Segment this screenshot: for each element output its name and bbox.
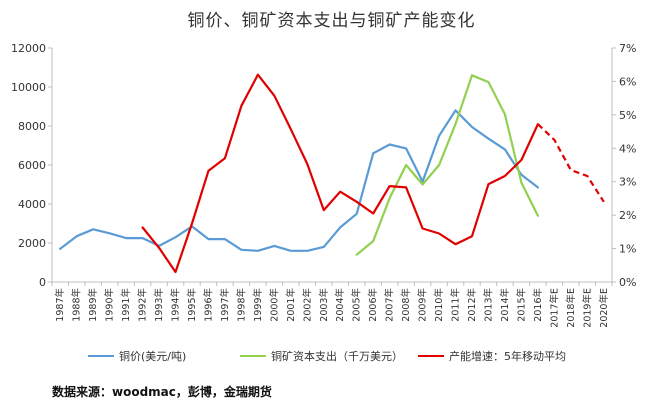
x-tick-label: 1999年 [252, 288, 264, 322]
y-right-tick-label: 5% [619, 109, 636, 122]
x-tick-label: 2020年E [598, 288, 610, 328]
x-tick-label: 2012年 [466, 288, 478, 322]
y-right-tick-label: 6% [619, 75, 636, 88]
y-left-tick-label: 10000 [11, 81, 46, 94]
x-tick-label: 2019年E [581, 288, 593, 328]
x-tick-label: 2013年 [482, 288, 494, 322]
x-tick-label: 1993年 [153, 288, 165, 322]
y-left-tick-label: 2000 [18, 237, 46, 250]
x-tick-label: 1992年 [137, 288, 149, 322]
series-line-capex [355, 74, 540, 256]
y-right-tick-label: 3% [619, 176, 636, 189]
y-right-tick-label: 7% [619, 42, 636, 55]
x-tick-label: 1997年 [219, 288, 231, 322]
y-right-tick-label: 1% [619, 243, 636, 256]
x-tick-label: 1996年 [202, 288, 214, 322]
x-tick-label: 2005年 [351, 288, 363, 322]
x-tick-label: 1987年 [54, 288, 66, 322]
series-line-capacity-growth [141, 73, 540, 274]
legend-label-capex: 铜矿资本支出（千万美元） [271, 350, 403, 363]
x-tick-label: 1991年 [120, 288, 132, 322]
y-right-tick-label: 2% [619, 209, 636, 222]
source-note: 数据来源：woodmac，彭博，金瑞期货 [52, 385, 272, 399]
x-tick-label: 1989年 [87, 288, 99, 322]
x-tick-label: 2007年 [384, 288, 396, 322]
chart-plot: 0 2000 4000 6000 8000 10000 12000 0% 1% 2% 3% 4% 5% 6… [11, 42, 636, 328]
x-tick-label: 2001年 [285, 288, 297, 322]
y-right-tick-label: 4% [619, 142, 636, 155]
legend-item-copper-price: 铜价(美元/吨) [88, 348, 186, 364]
legend-item-capacity-growth: 产能增速：5年移动平均 [418, 348, 566, 364]
y-left-tick-label: 12000 [11, 42, 46, 55]
series-line-capacity-growth-forecast [537, 123, 605, 203]
legend-item-capex: 铜矿资本支出（千万美元） [240, 348, 403, 364]
x-tick-label: 2003年 [318, 288, 330, 322]
x-tick-label: 2004年 [334, 288, 346, 322]
x-tick-label: 2016年 [532, 288, 544, 322]
x-tick-label: 2011年 [450, 288, 462, 322]
series-line-copper-price [59, 109, 540, 252]
x-tick-label: 2006年 [367, 288, 379, 322]
x-tick-label: 1990年 [104, 288, 116, 322]
x-tick-label: 2010年 [433, 288, 445, 322]
y-left-tick-label: 8000 [18, 120, 46, 133]
x-tick-label: 2017年E [548, 288, 560, 328]
x-tick-label: 2014年 [499, 288, 511, 322]
legend-swatch-capex [240, 355, 266, 357]
legend-label-copper-price: 铜价(美元/吨) [119, 350, 187, 363]
chart-title: 铜价、铜矿资本支出与铜矿产能变化 [187, 11, 476, 31]
x-tick-label: 1995年 [186, 288, 198, 322]
x-tick-label: 1988年 [71, 288, 83, 322]
x-tick-label: 2008年 [400, 288, 412, 322]
legend-label-capacity-growth: 产能增速：5年移动平均 [449, 350, 566, 363]
x-tick-label: 1994年 [170, 288, 182, 322]
y-left-tick-label: 6000 [18, 159, 46, 172]
x-tick-label: 2018年E [565, 288, 577, 328]
x-tick-label: 2015年 [515, 288, 527, 322]
x-tick-label: 2002年 [301, 288, 313, 322]
legend-swatch-copper-price [88, 355, 114, 357]
y-left-tick-label: 0 [39, 276, 46, 289]
x-tick-label: 2009年 [417, 288, 429, 322]
y-left-tick-label: 4000 [18, 198, 46, 211]
legend: 铜价(美元/吨) 铜矿资本支出（千万美元） 产能增速：5年移动平均 [0, 348, 663, 364]
y-right-tick-label: 0% [619, 276, 636, 289]
x-tick-label: 1998年 [235, 288, 247, 322]
legend-swatch-capacity-growth [418, 355, 444, 357]
x-tick-label: 2000年 [268, 288, 280, 322]
